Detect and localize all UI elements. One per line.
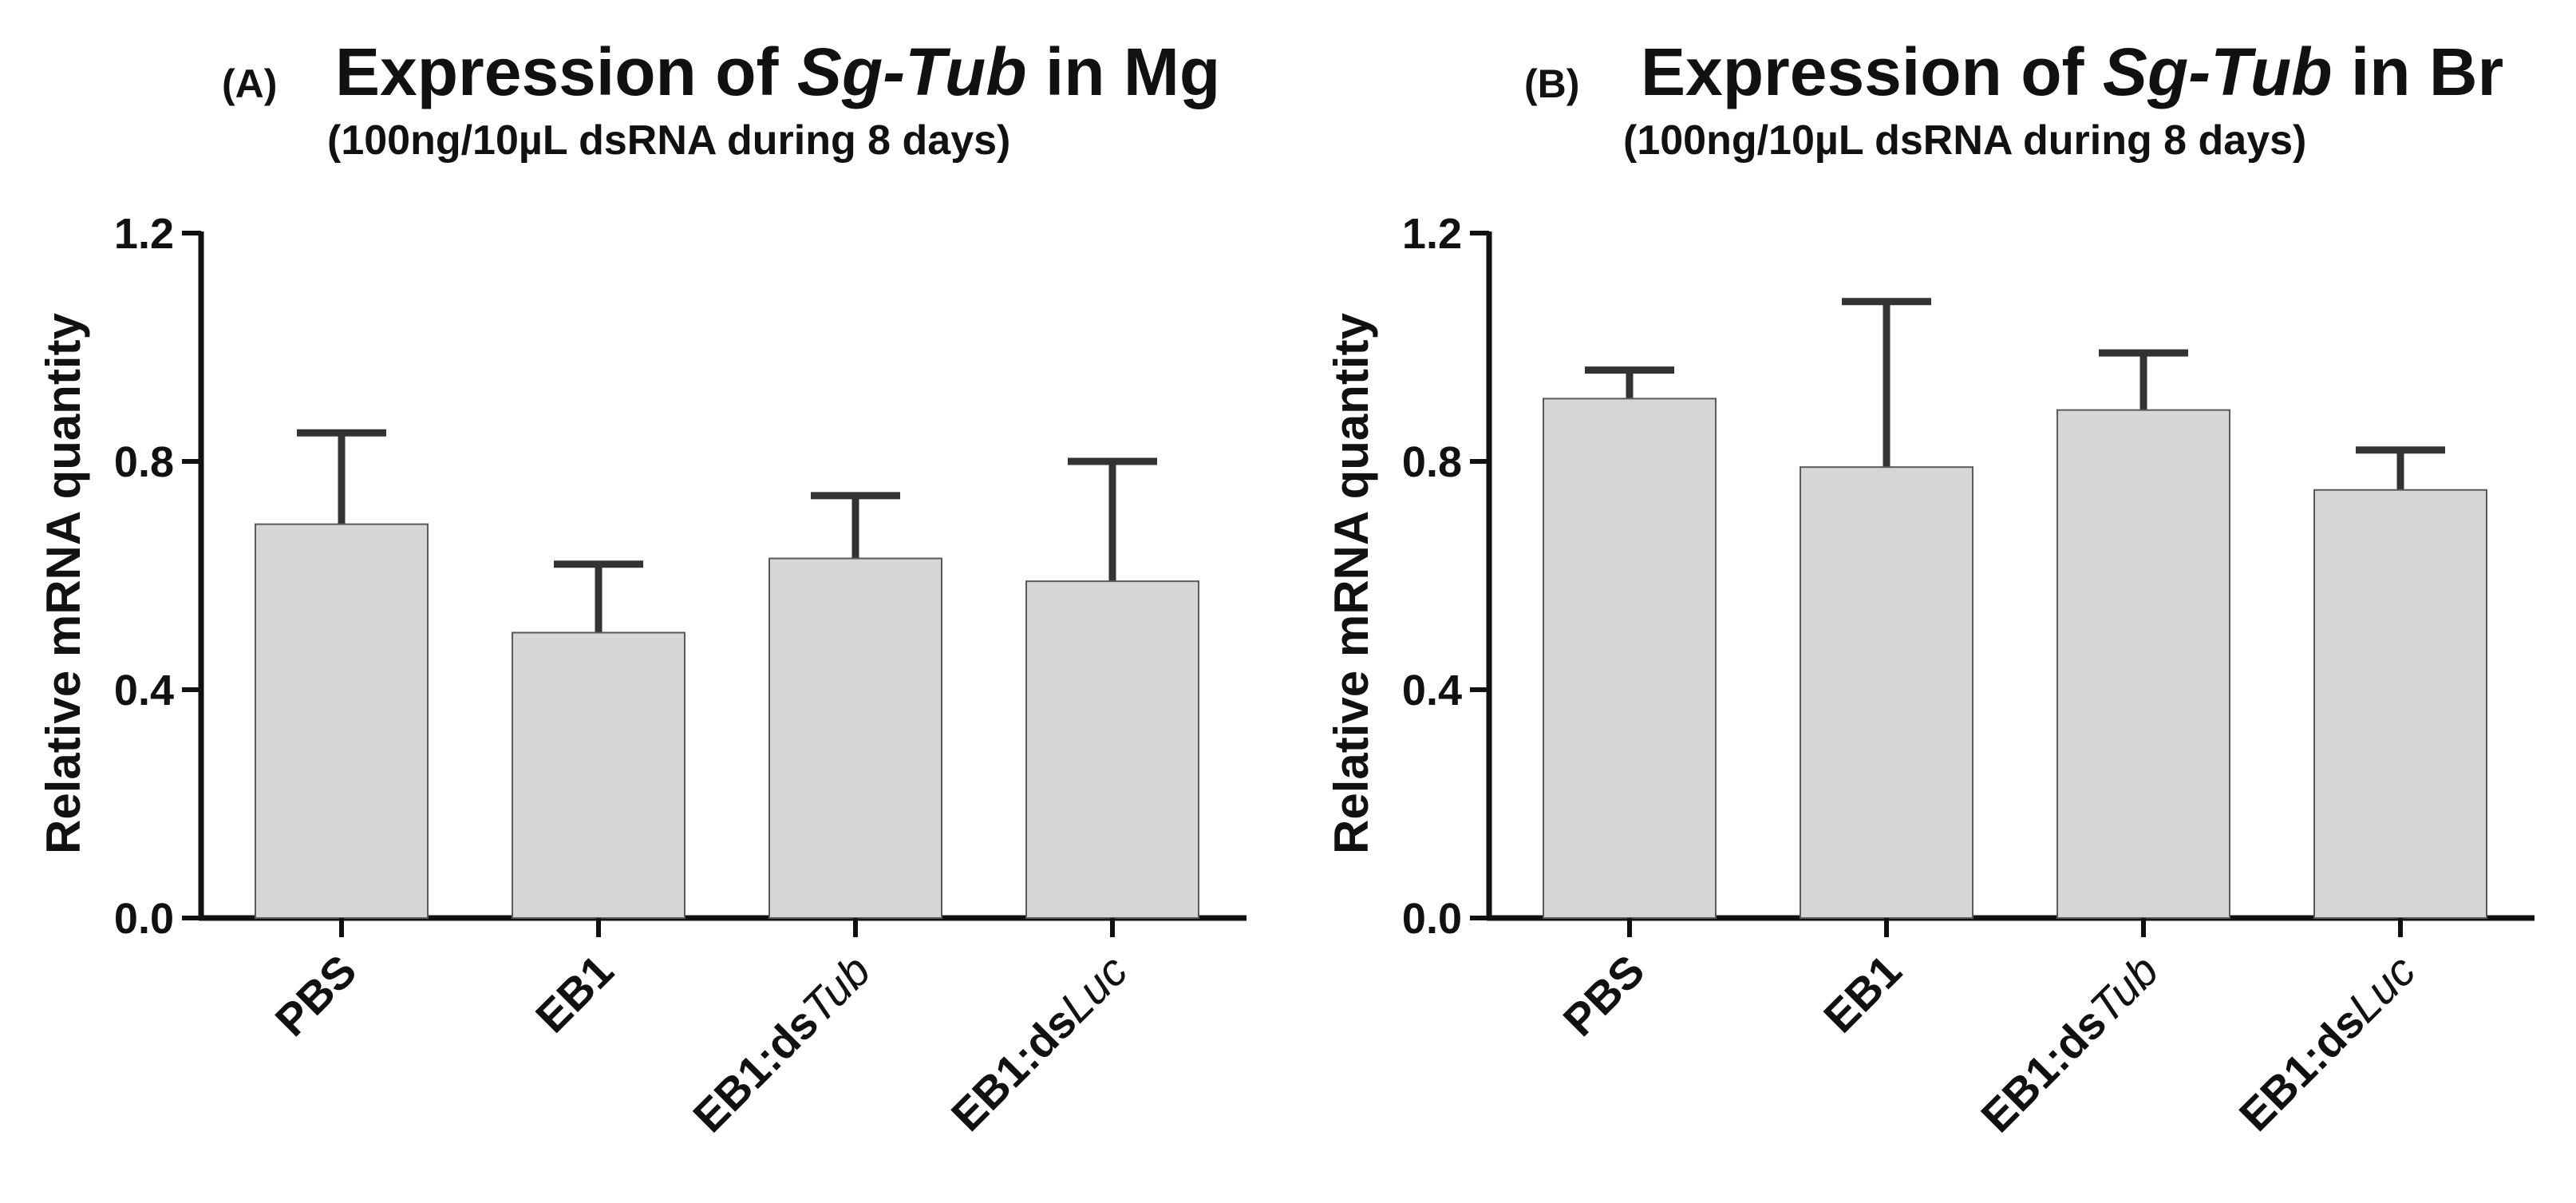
panel-label-a: (A) — [222, 61, 278, 106]
title-suffix-a: in Mg — [1026, 34, 1221, 109]
chart-title-a: (A) Expression of Sg-Tub in Mg — [0, 34, 1288, 121]
chart-subtitle-a: (100ng/10µL dsRNA during 8 days) — [327, 117, 1011, 164]
bar — [2056, 409, 2230, 919]
x-tick-label: EB1 — [526, 945, 623, 1043]
chart-title-b: (B) Expression of Sg-Tub in Br — [1288, 34, 2576, 121]
bar — [768, 557, 942, 919]
x-tick-label-base: EB1:ds — [2230, 996, 2374, 1141]
x-tick-label: EB1:dsTub — [1971, 945, 2167, 1142]
y-tick-label: 0.8 — [1402, 438, 1462, 486]
bar — [2313, 489, 2487, 919]
y-tick-label: 0.0 — [1402, 895, 1462, 943]
bar — [512, 631, 685, 919]
chart-panel-a: (A) Expression of Sg-Tub in Mg (100ng/10… — [0, 34, 1288, 1142]
y-axis-label: Relative mRNA quantity — [37, 312, 90, 854]
x-tick-label-base: EB1:ds — [1971, 997, 2116, 1142]
y-tick-label: 0.0 — [114, 895, 174, 943]
x-tick-label-base: PBS — [266, 945, 366, 1046]
bar-chart-b: 0.0 0.4 0.8 1.2 Relative mRNA quantity PBS EB1… — [1325, 210, 2535, 1142]
y-tick-label: 1.2 — [114, 210, 174, 258]
y-tick-label: 1.2 — [1402, 210, 1462, 258]
x-tick-label-base: EB1 — [526, 945, 623, 1043]
chart-subtitle-b: (100ng/10µL dsRNA during 8 days) — [1623, 117, 2307, 164]
x-tick-label: PBS — [1554, 945, 1654, 1046]
title-suffix-b: in Br — [2332, 34, 2504, 109]
x-tick-label: EB1 — [1814, 945, 1911, 1043]
x-tick-label: PBS — [266, 945, 366, 1046]
title-prefix-a: Expression of — [335, 34, 797, 109]
bar-chart-a: 0.0 0.4 0.8 1.2 Relative mRNA quantity PBS EB1… — [37, 210, 1247, 1142]
y-tick-label: 0.4 — [1402, 667, 1462, 714]
x-tick-label: EB1:dsLuc — [942, 945, 1137, 1141]
chart-panel-b: (B) Expression of Sg-Tub in Br (100ng/10… — [1288, 0, 2576, 1203]
bar — [255, 523, 429, 920]
title-gene-b: Sg-Tub — [2102, 34, 2333, 109]
title-prefix-b: Expression of — [1641, 34, 2103, 109]
y-tick-label: 0.4 — [114, 667, 174, 714]
title-gene-a: Sg-Tub — [796, 34, 1027, 109]
y-tick-label: 0.8 — [114, 438, 174, 486]
x-tick-label-base: EB1 — [1814, 945, 1911, 1043]
x-tick-label-base: EB1:ds — [683, 997, 828, 1142]
bar — [1025, 580, 1199, 920]
chart-title-text-b: Expression of Sg-Tub in Br — [1641, 34, 2503, 111]
x-tick-label: EB1:dsTub — [683, 945, 879, 1142]
panel-label-b: (B) — [1524, 61, 1580, 106]
x-tick-label-base: PBS — [1554, 945, 1654, 1046]
bar — [1543, 398, 1717, 920]
bar — [1800, 466, 1973, 919]
x-tick-label-base: EB1:ds — [942, 996, 1086, 1141]
chart-title-text-a: Expression of Sg-Tub in Mg — [335, 34, 1220, 111]
y-axis-label: Relative mRNA quantity — [1325, 312, 1378, 854]
x-tick-label: EB1:dsLuc — [2230, 945, 2425, 1141]
